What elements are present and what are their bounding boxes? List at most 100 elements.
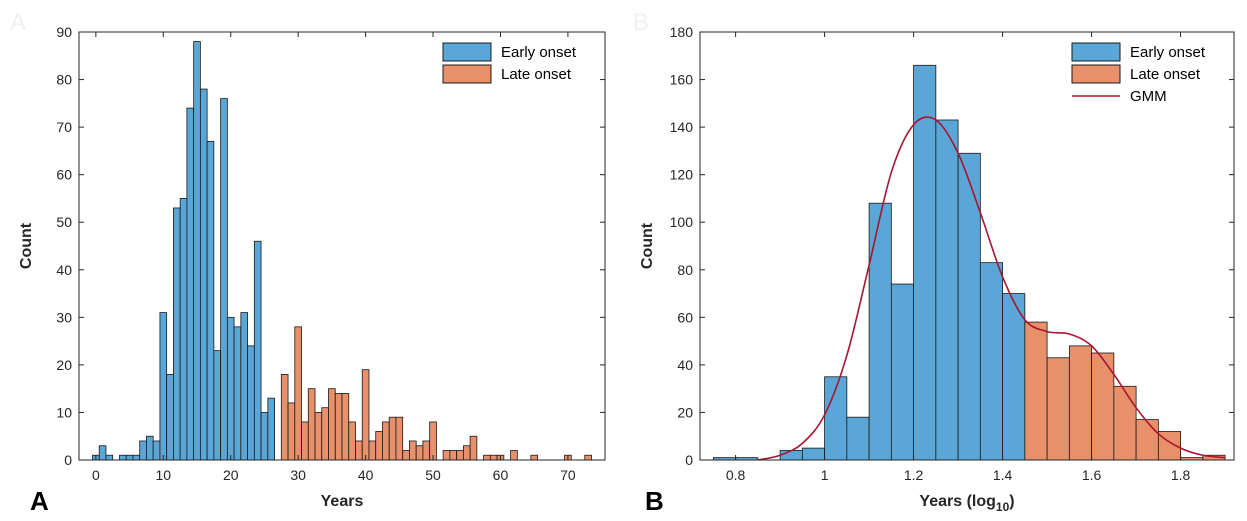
x-tick-label: 70 [560,467,576,483]
y-tick-label: 30 [56,309,72,325]
bar-early-onset [146,435,154,461]
bars [92,41,592,461]
bar-late-onset [402,450,410,461]
bars [712,64,1226,461]
legend-label: Late onset [1130,66,1201,83]
bar-early-onset [220,98,228,461]
legend-swatch [442,64,492,84]
bar-early-onset [846,416,870,461]
bar-early-onset [935,119,959,461]
y-tick-label: 0 [685,452,693,468]
x-tick-label: 40 [358,467,374,483]
legend-label: Early onset [501,44,577,61]
bar-late-onset [361,369,370,461]
bar-early-onset [247,345,255,461]
legend: Early onset Late onset GMM [1067,37,1229,111]
y-axis-label: Count [639,222,656,269]
x-tick-label: 60 [493,467,509,483]
y-tick-label: 180 [670,24,694,40]
bar-early-onset [213,350,222,461]
panel-b: B 0 20 40 60 80 100 120 140 160 180 0.8 1 1.2 1.4 1.6 1.… [633,9,1235,516]
bar-late-onset [341,393,350,461]
bar-early-onset [913,64,937,461]
y-tick-label: 90 [56,24,72,40]
bar-early-onset [253,240,262,461]
bar-late-onset [409,440,417,461]
legend-swatch [1071,42,1121,62]
panel-letter: B [645,486,664,516]
bar-late-onset [314,412,323,461]
bar-late-onset [382,421,390,461]
bar-late-onset [287,402,296,461]
bar-late-onset [469,435,478,461]
y-tick-label: 40 [677,357,693,373]
y-tick-label: 70 [56,119,72,135]
bar-late-onset [280,373,289,461]
y-tick-label: 40 [56,262,72,278]
bar-early-onset [139,440,147,461]
y-tick-label: 100 [670,214,694,230]
y-tick-label: 80 [677,262,693,278]
bar-late-onset [1135,419,1159,461]
bar-late-onset [442,450,451,461]
legend-label: Early onset [1130,44,1206,61]
bar-late-onset [328,388,336,461]
bar-late-onset [334,393,343,461]
gmm-line [757,116,1226,461]
bar-late-onset [375,431,383,461]
bar-late-onset [1068,345,1092,461]
legend-label: Late onset [501,66,572,83]
bar-early-onset [267,397,275,461]
bar-early-onset [957,152,981,461]
bar-late-onset [584,454,592,461]
x-tick-label: 50 [425,467,441,483]
ghost-panel-letter: B [633,9,649,36]
bar-late-onset [422,440,431,461]
bar-late-onset [456,450,464,461]
axes-box [78,31,606,461]
x-tick-label: 0.8 [726,467,746,483]
bar-early-onset [890,283,914,461]
bar-early-onset [105,454,114,461]
bar-late-onset [355,440,363,461]
bar-late-onset [530,454,538,461]
y-tick-label: 0 [64,452,72,468]
bar-late-onset [510,450,518,461]
bar-early-onset [801,447,825,461]
x-tick-label: 10 [156,467,172,483]
x-tick-label: 1 [821,467,829,483]
panel-a: A 0 10 20 30 40 50 60 70 80 90 0 10 20 30 40 50 60 70 Years… [10,9,606,516]
bar-late-onset [449,450,458,461]
legend-label: GMM [1130,88,1167,105]
bar-early-onset [159,312,168,461]
legend-swatch [442,42,492,62]
x-axis-label-main: Years (log [919,493,995,510]
bar-early-onset [119,454,127,461]
bar-early-onset [206,140,215,461]
y-tick-label: 10 [56,404,72,420]
x-axis-label-main: Years [321,493,364,510]
y-tick-label: 50 [56,214,72,230]
x-tick-label: 20 [223,467,239,483]
y-tick-label: 60 [56,167,72,183]
bar-late-onset [462,445,471,461]
bar-early-onset [233,326,242,461]
bar-late-onset [294,326,302,461]
y-tick-label: 20 [56,357,72,373]
bar-early-onset [132,454,141,461]
bar-late-onset [1024,321,1048,461]
y-tick-label: 120 [670,167,694,183]
y-tick-label: 160 [670,72,694,88]
x-tick-label: 1.2 [904,467,924,483]
bar-early-onset [979,262,1003,461]
legend: Early onset Late onset [438,37,600,89]
bar-early-onset [193,41,201,461]
bar-early-onset [260,412,269,461]
bar-late-onset [489,454,498,461]
x-tick-label: 1.4 [993,467,1013,483]
bar-early-onset [166,373,174,461]
bar-late-onset [1046,357,1070,461]
bar-early-onset [152,440,161,461]
panel-letter: A [30,486,49,516]
